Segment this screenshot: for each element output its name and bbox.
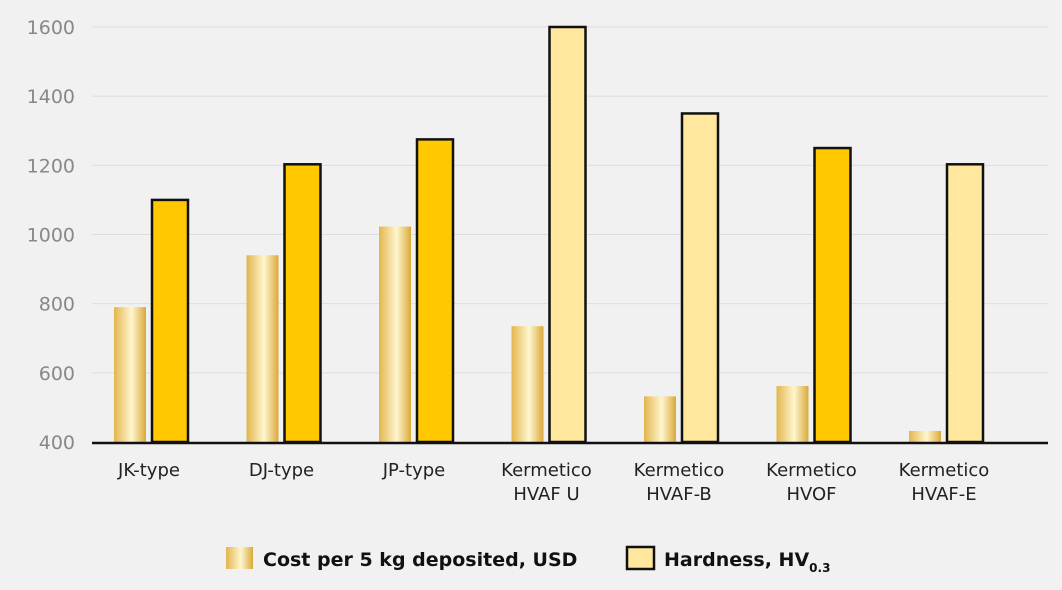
bar-hardness	[680, 112, 720, 444]
x-tick-label: Kermetico HVAF-B	[634, 460, 725, 505]
x-tick-label-line: JK-type	[117, 460, 180, 481]
bar-cost	[246, 255, 279, 442]
legend-label-hardness: Hardness, HV0.3	[664, 549, 830, 575]
bar-hardness	[945, 163, 985, 444]
y-tick-label: 800	[39, 294, 75, 316]
y-axis-ticks: 400 600 800 1000 1200 1400 1600	[27, 17, 75, 454]
x-tick-label-line: JP-type	[382, 460, 445, 481]
x-tick-label-line: Kermetico	[501, 460, 592, 481]
x-tick-label-line: Kermetico	[899, 460, 990, 481]
bar-hardness	[415, 138, 455, 444]
x-tick-label: Kermetico HVAF-E	[899, 460, 990, 505]
legend: Cost per 5 kg deposited, USD Hardness, H…	[226, 545, 830, 575]
x-tick-label: Kermetico HVAF U	[501, 460, 592, 505]
x-tick-label: JP-type	[382, 460, 445, 481]
bar-hardness	[150, 198, 190, 444]
legend-label-hardness-main: Hardness, HV	[664, 549, 809, 571]
bar-hardness	[813, 146, 852, 444]
x-tick-label-line: HVAF U	[513, 484, 579, 505]
legend-label-cost: Cost per 5 kg deposited, USD	[263, 549, 577, 571]
y-tick-label: 1000	[27, 225, 75, 247]
x-tick-label: JK-type	[117, 460, 180, 481]
x-tick-label-line: DJ-type	[249, 460, 314, 481]
bar-cost	[511, 326, 544, 442]
legend-swatch-cost	[226, 547, 253, 569]
bar-cost	[114, 307, 146, 442]
x-tick-label-line: HVAF-E	[911, 484, 976, 505]
bar-cost	[909, 430, 941, 442]
bar-cost	[379, 226, 411, 442]
x-tick-label-line: Kermetico	[634, 460, 725, 481]
bar-hardness	[283, 163, 322, 444]
x-tick-label-line: HVOF	[786, 484, 836, 505]
legend-swatch-hardness	[625, 545, 656, 571]
y-tick-label: 1600	[27, 17, 75, 39]
y-tick-label: 1400	[27, 86, 75, 108]
x-tick-label: Kermetico HVOF	[766, 460, 857, 505]
y-tick-label: 1200	[27, 155, 75, 177]
bars	[114, 25, 985, 444]
legend-label-hardness-subscript: 0.3	[809, 561, 830, 575]
bar-hardness	[548, 25, 587, 444]
bar-cost	[776, 385, 809, 442]
x-tick-label: DJ-type	[249, 460, 314, 481]
x-tick-label-line: HVAF-B	[646, 484, 712, 505]
x-tick-label-line: Kermetico	[766, 460, 857, 481]
x-axis-labels: JK-type DJ-type JP-type Kermetico HVAF UKerm…	[117, 460, 989, 505]
y-tick-label: 600	[39, 363, 75, 385]
bar-cost	[644, 396, 676, 442]
y-tick-label: 400	[39, 432, 75, 454]
